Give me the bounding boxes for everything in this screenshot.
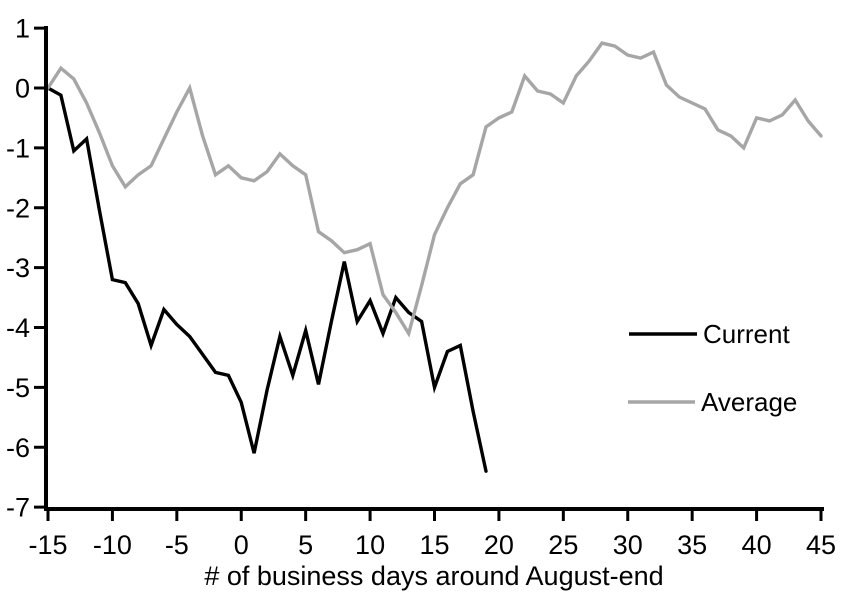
y-tick-label: -3 — [6, 253, 30, 283]
x-axis-title: # of business days around August-end — [204, 561, 663, 591]
series-current-line — [46, 86, 488, 473]
x-tick-label: 0 — [234, 530, 249, 560]
x-tick-label: 5 — [298, 530, 313, 560]
x-tick-label: 10 — [355, 530, 385, 560]
legend-average-label: Average — [701, 387, 797, 417]
x-tick-label: 35 — [677, 530, 707, 560]
x-tick-label: 30 — [613, 530, 643, 560]
legend-current-label: Current — [703, 319, 790, 349]
x-tick-label: 20 — [484, 530, 514, 560]
y-tick-label: -1 — [6, 133, 30, 163]
x-tick-label: -15 — [28, 530, 67, 560]
y-tick-label: 0 — [15, 74, 30, 104]
y-tick-label: -4 — [6, 313, 30, 343]
y-tick-label: -2 — [6, 193, 30, 223]
series-average-line — [46, 41, 823, 338]
x-tick-label: -5 — [165, 530, 189, 560]
x-ticks-group: -15 -10 -5 0 5 10 15 20 25 30 35 40 45 — [28, 509, 836, 560]
y-ticks-group: 1 0 -1 -2 -3 -4 -5 -6 -7 — [6, 14, 46, 523]
y-tick-label: -5 — [6, 373, 30, 403]
x-tick-label: 15 — [419, 530, 449, 560]
x-tick-label: 40 — [742, 530, 772, 560]
x-tick-label: -10 — [93, 530, 132, 560]
legend: Current Average — [628, 319, 797, 417]
x-tick-label: 25 — [548, 530, 578, 560]
y-tick-label: -6 — [6, 433, 30, 463]
y-tick-label: -7 — [6, 493, 30, 523]
x-tick-label: 45 — [806, 530, 836, 560]
series-group — [46, 41, 823, 473]
y-tick-label: 1 — [15, 14, 30, 44]
